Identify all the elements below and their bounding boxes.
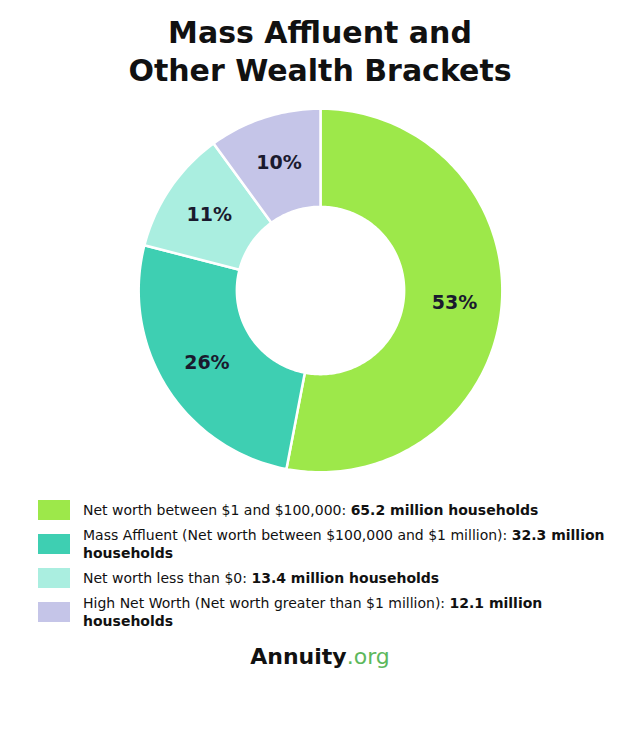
svg-text:26%: 26% [184, 351, 229, 373]
svg-text:11%: 11% [186, 203, 231, 225]
html-text:High Net Worth (Net worth grea: High Net Worth (Net worth greater than $… [83, 595, 543, 629]
html-text:Annuity.org: Annuity.org [250, 644, 390, 669]
svg-text:10%: 10% [256, 151, 301, 173]
html-text:Net worth between $1 and $100,: Net worth between $1 and $100,000: 65.2 … [83, 502, 539, 518]
html-text:Mass Affluent and Other Wealth: Mass Affluent and Other Wealth Brackets [128, 15, 512, 88]
svg-text:53%: 53% [432, 291, 477, 313]
html-text:Net worth less than $0: 13.4 m: Net worth less than $0: 13.4 million hou… [83, 570, 440, 586]
html-text:Mass Affluent (Net worth betwe: Mass Affluent (Net worth between $100,00… [83, 527, 605, 561]
